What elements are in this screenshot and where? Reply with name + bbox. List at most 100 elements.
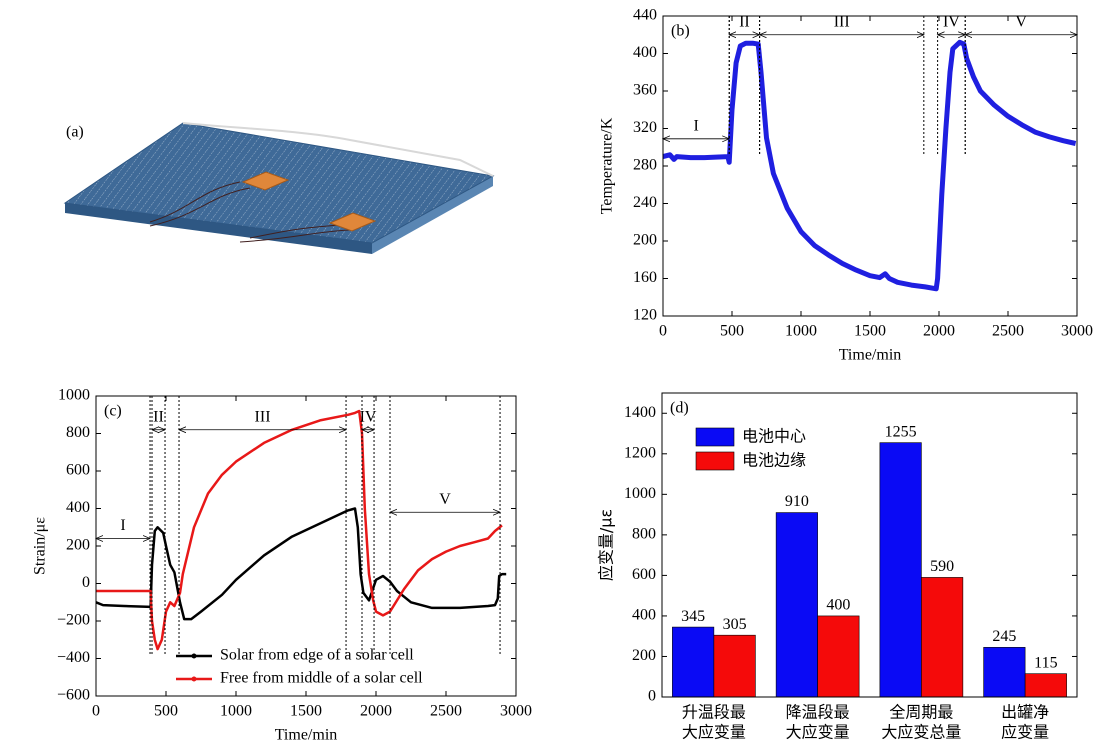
data-line xyxy=(95,507,507,621)
y-axis-label: Temperature/K xyxy=(599,117,616,214)
bar-value-label: 910 xyxy=(785,493,809,510)
y-tick-label: −600 xyxy=(57,687,90,704)
x-tick-label: 3000 xyxy=(500,703,532,720)
plot-frame xyxy=(661,392,1078,698)
x-tick-label: 升温段最 xyxy=(682,703,746,722)
x-tick-label: 500 xyxy=(154,703,178,720)
bar xyxy=(817,615,860,698)
data-line xyxy=(662,39,1077,292)
phase-label: II xyxy=(153,408,164,425)
bar xyxy=(672,626,715,698)
bar xyxy=(921,577,964,698)
phase-label: I xyxy=(120,517,125,534)
legend-marker xyxy=(191,676,197,682)
y-tick-label: 440 xyxy=(633,7,657,24)
wires xyxy=(149,181,351,243)
legend-label: 电池中心 xyxy=(742,427,806,446)
y-tick-label: 1400 xyxy=(624,404,656,421)
y-tick-label: 160 xyxy=(633,269,657,286)
bar xyxy=(775,512,818,698)
y-tick-label: 280 xyxy=(633,157,657,174)
x-tick-label: 1000 xyxy=(220,703,252,720)
y-axis-label: Strain/με xyxy=(32,517,49,575)
bar xyxy=(713,634,756,698)
y-tick-label: 1000 xyxy=(58,387,90,404)
legend-label: Free from middle of a solar cell xyxy=(220,670,423,687)
bar-value-label: 345 xyxy=(681,608,705,625)
y-tick-label: −400 xyxy=(57,649,90,666)
x-tick-label: 大应变总量 xyxy=(881,723,961,742)
bar-value-label: 1255 xyxy=(885,423,917,440)
x-tick-label: 应变量 xyxy=(1001,723,1049,742)
legend-label: Solar from edge of a solar cell xyxy=(220,647,414,664)
y-tick-label: 200 xyxy=(633,232,657,249)
x-tick-label: 0 xyxy=(659,323,667,340)
data-line xyxy=(96,409,503,651)
plot-frame xyxy=(95,395,517,697)
phase-label: II xyxy=(739,13,750,30)
phase-label: IV xyxy=(943,13,960,30)
y-tick-label: 800 xyxy=(66,424,90,441)
y-tick-label: 120 xyxy=(633,307,657,324)
y-tick-label: 1000 xyxy=(624,485,656,502)
y-tick-label: 800 xyxy=(632,526,656,543)
y-tick-label: 600 xyxy=(632,566,656,583)
x-tick-label: 1000 xyxy=(785,323,817,340)
y-tick-label: 0 xyxy=(648,688,656,705)
bar-value-label: 590 xyxy=(930,558,954,575)
panel-label: (c) xyxy=(104,403,122,420)
y-tick-label: −200 xyxy=(57,612,90,629)
y-tick-label: 600 xyxy=(66,462,90,479)
x-tick-label: 2500 xyxy=(430,703,462,720)
x-tick-label: 500 xyxy=(720,323,744,340)
bar-value-label: 115 xyxy=(1034,654,1057,671)
y-tick-label: 400 xyxy=(66,499,90,516)
legend-label: 电池边缘 xyxy=(742,451,806,470)
phase-label: III xyxy=(834,13,850,30)
bar xyxy=(1024,673,1067,698)
x-tick-label: 2000 xyxy=(360,703,392,720)
bar xyxy=(879,442,922,698)
legend-marker xyxy=(191,653,197,659)
y-tick-label: 240 xyxy=(633,194,657,211)
sensor xyxy=(241,171,290,191)
phase-label: III xyxy=(255,408,271,425)
y-tick-label: 360 xyxy=(633,82,657,99)
x-tick-label: 1500 xyxy=(854,323,886,340)
x-tick-label: 大应变量 xyxy=(786,723,850,742)
y-tick-label: 1200 xyxy=(624,444,656,461)
bar-value-label: 245 xyxy=(992,628,1016,645)
x-tick-label: 出罐净 xyxy=(1001,703,1049,722)
panel-tape xyxy=(182,122,494,177)
panel-label: (d) xyxy=(670,400,689,417)
panel-label: (b) xyxy=(671,23,690,40)
phase-label: V xyxy=(439,491,451,508)
y-tick-label: 400 xyxy=(633,44,657,61)
x-tick-label: 降温段最 xyxy=(786,703,850,722)
x-tick-label: 3000 xyxy=(1061,323,1093,340)
bar xyxy=(983,647,1026,698)
x-axis-label: Time/min xyxy=(275,727,338,744)
bar-value-label: 400 xyxy=(826,597,850,614)
y-axis-label: 应变量/με xyxy=(597,509,616,581)
x-tick-label: 大应变量 xyxy=(682,723,746,742)
y-tick-label: 0 xyxy=(82,574,90,591)
legend-swatch xyxy=(695,451,735,471)
y-tick-label: 320 xyxy=(633,119,657,136)
panel-edge-side xyxy=(372,176,493,254)
sensor xyxy=(328,212,377,232)
y-tick-label: 400 xyxy=(632,607,656,624)
x-axis-label: Time/min xyxy=(839,347,902,364)
y-tick-label: 200 xyxy=(66,537,90,554)
phase-label: I xyxy=(693,117,698,134)
x-tick-label: 1500 xyxy=(290,703,322,720)
bar-value-label: 305 xyxy=(723,616,747,633)
x-tick-label: 2500 xyxy=(992,323,1024,340)
phase-label: IV xyxy=(360,408,377,425)
x-tick-label: 2000 xyxy=(923,323,955,340)
y-tick-label: 200 xyxy=(632,647,656,664)
phase-label: V xyxy=(1015,13,1027,30)
legend-swatch xyxy=(695,427,735,447)
panel-label: (a) xyxy=(66,124,84,141)
